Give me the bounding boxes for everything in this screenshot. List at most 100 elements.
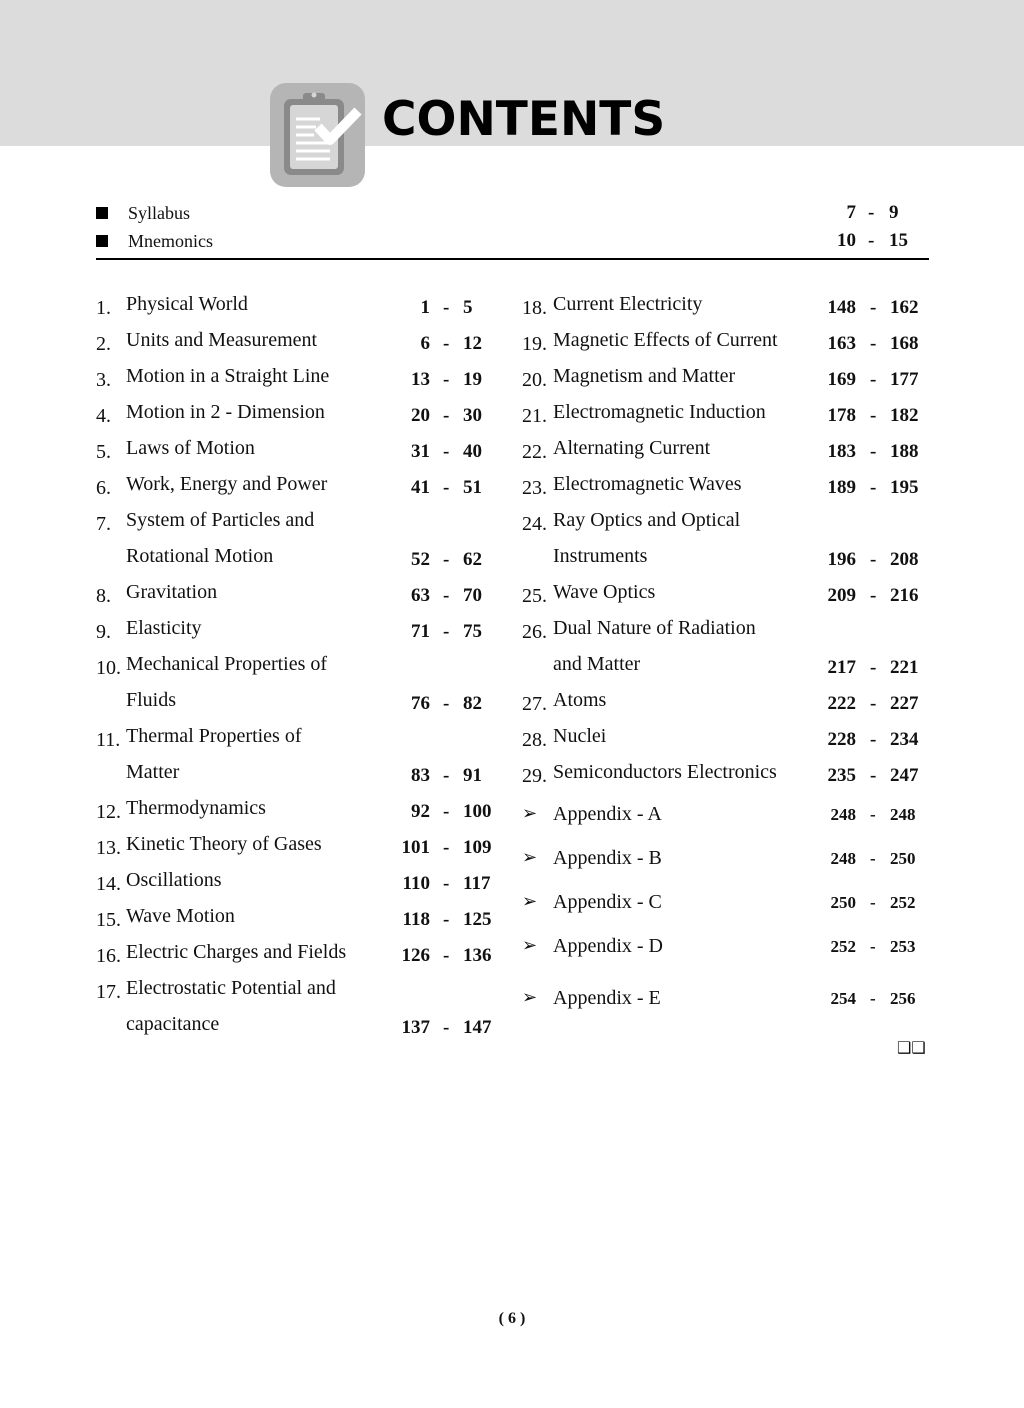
page-end: 195 xyxy=(890,477,919,498)
page-start: 41 xyxy=(411,477,430,498)
page-end: 82 xyxy=(463,693,482,714)
page-dash: - xyxy=(443,765,450,786)
chapter-title: Physical World xyxy=(126,293,248,315)
page-end: 100 xyxy=(463,801,492,822)
page-start: 71 xyxy=(411,621,430,642)
chapter-title: Wave Motion xyxy=(126,905,235,927)
page-dash: - xyxy=(870,369,877,390)
chapter-title: Elasticity xyxy=(126,617,202,639)
page-end: 19 xyxy=(463,369,482,390)
page-start: 13 xyxy=(411,369,430,390)
chapter-number: 18. xyxy=(522,297,547,319)
chapter-title: Gravitation xyxy=(126,581,218,603)
page-start: 63 xyxy=(411,585,430,606)
page-start: 101 xyxy=(401,837,431,858)
page-start: 235 xyxy=(827,765,857,786)
chapter-number: 12. xyxy=(96,801,121,823)
page-start: 228 xyxy=(827,729,857,750)
chapter-number: 24. xyxy=(522,513,547,535)
page-end: 182 xyxy=(890,405,919,426)
chapter-number: 17. xyxy=(96,981,121,1003)
page-dash: - xyxy=(443,1017,450,1038)
chapter-number: 23. xyxy=(522,477,547,499)
page-end: 109 xyxy=(463,837,492,858)
page-start: 148 xyxy=(827,297,857,318)
page-dash: - xyxy=(443,693,450,714)
page-dash: - xyxy=(870,893,876,912)
chapter-title: Electromagnetic Induction xyxy=(553,401,766,423)
chapter-number: 21. xyxy=(522,405,547,427)
page-dash: - xyxy=(870,657,877,678)
page-end: 147 xyxy=(463,1017,492,1038)
page-end: 15 xyxy=(889,230,908,251)
page-end: 188 xyxy=(890,441,919,462)
chapter-number: 11. xyxy=(96,729,121,751)
chapter-title: Fluids xyxy=(126,689,177,711)
page-end: 248 xyxy=(890,805,916,824)
page-end: 227 xyxy=(890,693,919,714)
page-dash: - xyxy=(870,477,877,498)
page-start: 10 xyxy=(837,230,856,251)
header-band xyxy=(0,0,1024,146)
bullet-square-icon xyxy=(96,207,108,219)
page-start: 92 xyxy=(411,801,430,822)
page-dash: - xyxy=(870,849,876,868)
page-start: 183 xyxy=(827,441,857,462)
chapter-title: Dual Nature of Radiation xyxy=(553,617,756,639)
prelim-label: Mnemonics xyxy=(128,231,213,251)
page-dash: - xyxy=(443,333,450,354)
page-start: 118 xyxy=(402,909,430,930)
page-start: 217 xyxy=(827,657,857,678)
chapter-title: Nuclei xyxy=(553,725,607,747)
chapter-number: 26. xyxy=(522,621,547,643)
page-end: 168 xyxy=(890,333,919,354)
page-start: 76 xyxy=(411,693,430,714)
arrow-bullet-icon: ➢ xyxy=(522,935,538,956)
page-end: 162 xyxy=(890,297,919,318)
page-start: 52 xyxy=(411,549,430,570)
page-dash: - xyxy=(870,585,877,606)
chapter-number: 2. xyxy=(96,333,111,355)
page-dash: - xyxy=(870,765,877,786)
chapter-title: Motion in 2 - Dimension xyxy=(126,401,325,423)
chapter-title: and Matter xyxy=(553,653,641,675)
page-dash: - xyxy=(443,801,450,822)
page-end: 5 xyxy=(463,297,473,318)
chapter-title: Units and Measurement xyxy=(126,329,318,351)
page-dash: - xyxy=(443,945,450,966)
chapter-title: Mechanical Properties of xyxy=(126,653,328,675)
page-dash: - xyxy=(870,729,877,750)
arrow-bullet-icon: ➢ xyxy=(522,891,538,912)
chapter-number: 9. xyxy=(96,621,111,643)
appendix-title: Appendix - B xyxy=(553,847,662,869)
chapter-title: Matter xyxy=(126,761,180,783)
page-end: 177 xyxy=(890,369,919,390)
chapter-title: Semiconductors Electronics xyxy=(553,761,777,783)
page-start: 137 xyxy=(401,1017,431,1038)
page-start: 31 xyxy=(411,441,430,462)
chapter-title: Magnetism and Matter xyxy=(553,365,736,387)
chapter-title: Work, Energy and Power xyxy=(126,473,328,495)
page-start: 209 xyxy=(827,585,857,606)
page-end: 91 xyxy=(463,765,482,786)
page-number: ( 6 ) xyxy=(498,1310,526,1327)
page-dash: - xyxy=(443,297,450,318)
page-dash: - xyxy=(443,405,450,426)
page-start: 126 xyxy=(401,945,431,966)
page-start: 83 xyxy=(411,765,430,786)
page-end: 40 xyxy=(463,441,482,462)
chapter-number: 10. xyxy=(96,657,121,679)
appendix-title: Appendix - E xyxy=(553,987,661,1009)
chapter-title: Wave Optics xyxy=(553,581,656,603)
chapter-title: Magnetic Effects of Current xyxy=(553,329,778,351)
page-start: 222 xyxy=(827,693,857,714)
chapter-title: capacitance xyxy=(126,1013,220,1035)
chapter-title: Ray Optics and Optical xyxy=(553,509,741,531)
page-start: 254 xyxy=(830,989,857,1008)
chapter-number: 4. xyxy=(96,405,111,427)
page-dash: - xyxy=(443,549,450,570)
page-dash: - xyxy=(870,405,877,426)
page-dash: - xyxy=(870,333,877,354)
appendix-title: Appendix - C xyxy=(553,891,662,913)
